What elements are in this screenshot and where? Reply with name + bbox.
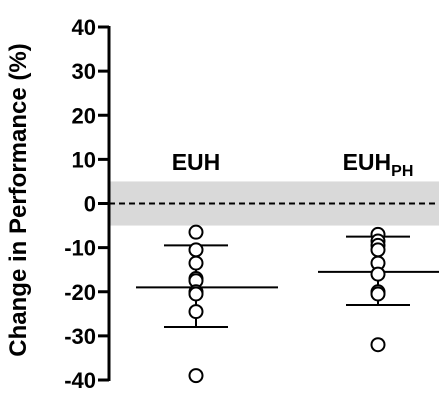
y-tick-label: -30: [64, 324, 96, 349]
data-point: [188, 255, 204, 271]
data-point: [188, 368, 204, 384]
y-tick-label: -40: [64, 368, 96, 393]
group-label-text: EUH: [172, 149, 221, 175]
data-point: [370, 337, 386, 353]
data-point: [370, 266, 386, 282]
y-axis-label: Change in Performance (%): [5, 43, 32, 356]
data-point: [188, 224, 204, 240]
group-label: EUH: [172, 149, 221, 175]
data-point: [370, 286, 386, 302]
y-tick-labels: 40 30 20 10 0 -10 -20 -30 -40: [64, 15, 96, 393]
group-labels: EUH EUHPH: [172, 149, 414, 180]
y-axis: [98, 25, 111, 382]
y-tick-label: 20: [72, 103, 96, 128]
data-points: [188, 224, 386, 384]
y-tick-label: -10: [64, 236, 96, 261]
group-label-text: EUH: [343, 149, 392, 175]
group-label: EUHPH: [343, 149, 414, 180]
data-point: [188, 286, 204, 302]
y-tick-label: 10: [72, 147, 96, 172]
y-tick-label: 40: [72, 15, 96, 40]
data-point: [188, 304, 204, 320]
group-label-subscript: PH: [391, 163, 413, 180]
error-bars: [136, 235, 439, 329]
y-tick-label: -20: [64, 280, 96, 305]
y-tick-label: 30: [72, 59, 96, 84]
y-tick-label: 0: [84, 192, 96, 217]
data-point: [188, 242, 204, 258]
data-point: [370, 242, 386, 258]
